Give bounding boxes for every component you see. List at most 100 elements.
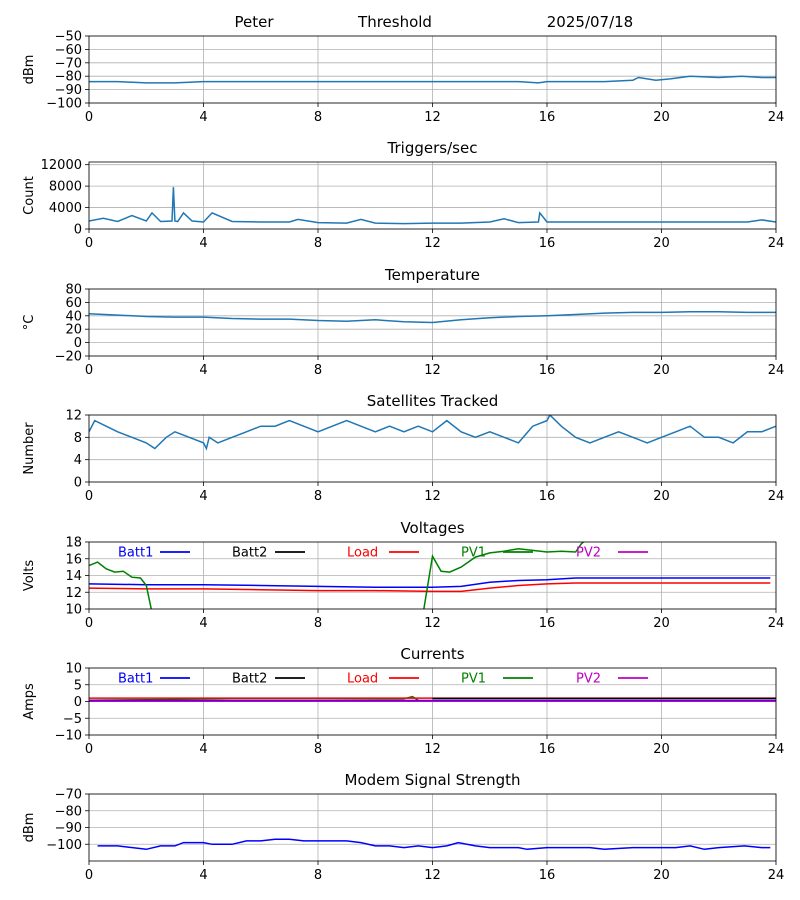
voltages-ytick-label: 18 bbox=[65, 536, 82, 551]
threshold-ytick-label: −50 bbox=[55, 30, 82, 45]
currents-xtick-label: 12 bbox=[424, 742, 441, 757]
voltages-series-line-batt1 bbox=[89, 577, 771, 588]
currents-xtick-label: 8 bbox=[314, 742, 322, 757]
triggers-ylabel: Count bbox=[22, 176, 37, 215]
triggers-series-line bbox=[89, 187, 776, 225]
satellites-ylabel: Number bbox=[22, 422, 37, 475]
satellites-ytick-label: 12 bbox=[65, 409, 82, 424]
temperature-xtick-label: 8 bbox=[314, 363, 322, 378]
threshold-xtick-label: 12 bbox=[424, 110, 441, 125]
temperature-ytick-label: 20 bbox=[65, 323, 82, 338]
voltages-legend-label-pv2: PV2 bbox=[576, 546, 601, 561]
temperature-ytick-label: −20 bbox=[55, 350, 82, 365]
satellites-title: Satellites Tracked bbox=[367, 392, 498, 410]
modem-xtick-label: 0 bbox=[85, 868, 93, 883]
triggers-ytick-label: 0 bbox=[74, 223, 82, 238]
voltages-legend-label-batt1: Batt1 bbox=[118, 546, 153, 561]
voltages-xtick-label: 0 bbox=[85, 616, 93, 631]
currents-title: Currents bbox=[400, 645, 464, 663]
currents-legend-label-load: Load bbox=[347, 672, 378, 687]
threshold-xtick-label: 24 bbox=[768, 110, 785, 125]
temperature-ytick-label: 60 bbox=[65, 296, 82, 311]
modem-ylabel: dBm bbox=[22, 813, 37, 843]
threshold-chart: 0 4 8 12 16 20 24 −100−90−80−70−60−50 dBm bbox=[22, 30, 784, 126]
triggers-ytick-label: 12000 bbox=[41, 158, 82, 173]
currents-ytick-label: −10 bbox=[55, 729, 82, 744]
triggers-xtick-label: 24 bbox=[768, 236, 785, 251]
modem-xtick-label: 4 bbox=[199, 868, 207, 883]
modem-series-line bbox=[97, 838, 771, 851]
satellites-xtick-label: 0 bbox=[85, 489, 93, 504]
threshold-ytick-label: −70 bbox=[55, 56, 82, 71]
temperature-xtick-label: 12 bbox=[424, 363, 441, 378]
threshold-xtick-label: 16 bbox=[539, 110, 556, 125]
temperature-xtick-label: 0 bbox=[85, 363, 93, 378]
voltages-ytick-label: 10 bbox=[65, 603, 82, 618]
triggers-xtick-label: 16 bbox=[539, 236, 556, 251]
temperature-xtick-label: 20 bbox=[653, 363, 670, 378]
triggers-xtick-label: 8 bbox=[314, 236, 322, 251]
modem-ytick-label: −90 bbox=[55, 821, 82, 836]
satellites-ytick-label: 0 bbox=[74, 476, 82, 491]
threshold-ylabel: dBm bbox=[22, 55, 37, 85]
satellites-xtick-label: 16 bbox=[539, 489, 556, 504]
modem-ytick-label: −80 bbox=[55, 804, 82, 819]
voltages-legend-label-pv1: PV1 bbox=[461, 546, 486, 561]
temperature-title: Temperature bbox=[384, 266, 480, 284]
satellites-chart: 0 4 8 12 16 20 24 0 4 8 12 Satellites Tracked Number bbox=[22, 392, 784, 504]
modem-xtick-label: 20 bbox=[653, 868, 670, 883]
modem-ytick-label: −100 bbox=[46, 838, 82, 853]
currents-legend-label-pv1: PV1 bbox=[461, 672, 486, 687]
currents-xtick-label: 20 bbox=[653, 742, 670, 757]
threshold-series-line bbox=[89, 75, 776, 84]
voltages-xtick-label: 4 bbox=[199, 616, 207, 631]
temperature-ytick-label: 80 bbox=[65, 283, 82, 298]
triggers-xtick-label: 20 bbox=[653, 236, 670, 251]
currents-ylabel: Amps bbox=[22, 683, 37, 720]
triggers-chart: 0 4 8 12 16 20 24 0 4000 8000 12000 Triggers/sec Cou… bbox=[22, 139, 784, 251]
threshold-xtick-label: 4 bbox=[199, 110, 207, 125]
currents-xtick-label: 24 bbox=[768, 742, 785, 757]
currents-legend-label-pv2: PV2 bbox=[576, 672, 601, 687]
currents-ytick-label: 10 bbox=[65, 662, 82, 677]
satellites-xtick-label: 4 bbox=[199, 489, 207, 504]
threshold-ytick-label: −60 bbox=[55, 43, 82, 58]
voltages-legend-label-load: Load bbox=[347, 546, 378, 561]
modem-ytick-label: −70 bbox=[55, 788, 82, 803]
header-date: 2025/07/18 bbox=[547, 13, 633, 31]
currents-ytick-label: −5 bbox=[63, 712, 82, 727]
currents-legend-label-batt2: Batt2 bbox=[232, 672, 267, 687]
threshold-xtick-label: 20 bbox=[653, 110, 670, 125]
satellites-xtick-label: 12 bbox=[424, 489, 441, 504]
triggers-title: Triggers/sec bbox=[387, 139, 478, 157]
satellites-xtick-label: 24 bbox=[768, 489, 785, 504]
voltages-xtick-label: 24 bbox=[768, 616, 785, 631]
triggers-xtick-label: 4 bbox=[199, 236, 207, 251]
temperature-xtick-label: 16 bbox=[539, 363, 556, 378]
triggers-xtick-label: 12 bbox=[424, 236, 441, 251]
currents-xtick-label: 16 bbox=[539, 742, 556, 757]
modem-xtick-label: 24 bbox=[768, 868, 785, 883]
voltages-xtick-label: 12 bbox=[424, 616, 441, 631]
threshold-ytick-label: −100 bbox=[46, 97, 82, 112]
voltages-title: Voltages bbox=[400, 519, 464, 537]
threshold-xtick-label: 0 bbox=[85, 110, 93, 125]
modem-chart: 0 4 8 12 16 20 24 −100 −90 −80−70 Modem Signal Str… bbox=[22, 771, 784, 883]
currents-ytick-label: 5 bbox=[74, 678, 82, 693]
threshold-ytick-label: −90 bbox=[55, 83, 82, 98]
voltages-ytick-label: 14 bbox=[65, 569, 82, 584]
currents-ytick-label: 0 bbox=[74, 695, 82, 710]
modem-xtick-label: 12 bbox=[424, 868, 441, 883]
satellites-ytick-label: 4 bbox=[74, 453, 82, 468]
currents-xtick-label: 0 bbox=[85, 742, 93, 757]
modem-title: Modem Signal Strength bbox=[345, 771, 521, 789]
voltages-ytick-label: 12 bbox=[65, 586, 82, 601]
currents-legend-label-batt1: Batt1 bbox=[118, 672, 153, 687]
satellites-xtick-label: 8 bbox=[314, 489, 322, 504]
triggers-xtick-label: 0 bbox=[85, 236, 93, 251]
temperature-ylabel: °C bbox=[22, 315, 37, 331]
